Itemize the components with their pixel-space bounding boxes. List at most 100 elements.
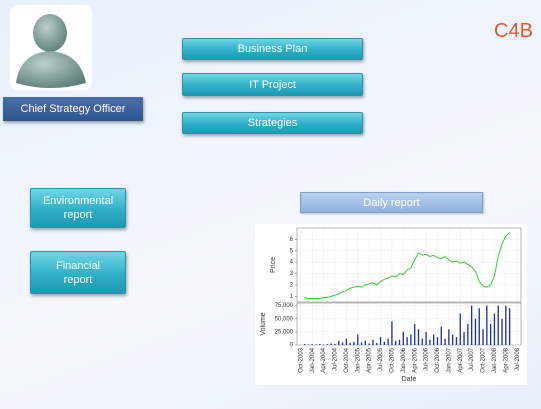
- x-tick-label: Oct-2003: [298, 347, 304, 372]
- y2-tick-label: 25,000: [275, 329, 294, 335]
- volume-bar: [505, 305, 507, 345]
- volume-bar: [364, 340, 367, 345]
- volume-bar: [334, 343, 336, 345]
- volume-bar: [410, 334, 412, 345]
- x-tick-label: Jan-2006: [401, 347, 407, 373]
- x-tick-label: Jul-2008: [515, 347, 521, 371]
- volume-bar: [307, 344, 310, 345]
- volume-bar: [440, 326, 442, 345]
- x-tick-label: Jul-2007: [469, 347, 475, 371]
- volume-bar: [451, 334, 454, 345]
- volume-bar: [444, 338, 446, 345]
- volume-bar: [319, 343, 321, 345]
- volume-bar: [501, 318, 503, 345]
- volume-bar: [311, 344, 313, 345]
- volume-bar: [486, 305, 488, 345]
- price-panel: [296, 227, 522, 303]
- x-tick-label: Apr-2004: [321, 347, 327, 372]
- volume-bar: [372, 339, 374, 345]
- volume-bar: [315, 344, 317, 345]
- volume-bar: [341, 342, 344, 345]
- x-tick-label: Oct-2007: [481, 347, 487, 372]
- volume-bar: [349, 342, 351, 345]
- volume-bar: [395, 340, 397, 345]
- y-tick-label: 5: [290, 248, 294, 254]
- x-tick-label: Oct-2006: [435, 347, 441, 372]
- volume-bar: [345, 338, 348, 345]
- volume-bar: [322, 344, 325, 345]
- role-label: Chief Strategy Officer: [3, 97, 143, 121]
- report-chart: Oct-2003 Jan-2004 Apr-2004 Jul-2004 Oct-2004…: [255, 224, 527, 385]
- y-tick-label: 1: [290, 294, 294, 300]
- x-tick-label: Jan-2007: [446, 347, 452, 373]
- x-tick-label: Jul-2006: [424, 347, 430, 371]
- volume-bar: [326, 344, 329, 345]
- volume-bar: [429, 339, 431, 345]
- volume-bar: [330, 343, 332, 345]
- y2-tick-label: 75,000: [275, 303, 294, 309]
- volume-bar: [508, 308, 511, 345]
- price-line: [304, 232, 510, 300]
- volume-bar: [482, 329, 484, 345]
- volume-bar: [387, 338, 389, 345]
- volume-bar: [414, 324, 416, 345]
- volume-bar: [433, 334, 435, 345]
- x-axis-label: Date: [402, 376, 417, 383]
- x-tick-label: Apr-2005: [367, 347, 373, 372]
- x-tick-label: Jan-2008: [492, 347, 498, 373]
- volume-bar: [383, 341, 385, 345]
- volume-bar: [489, 324, 492, 345]
- y-tick-label: 3: [290, 271, 294, 277]
- y2-axis-label: Volume: [260, 312, 267, 335]
- volume-bar: [425, 331, 427, 345]
- volume-bar: [463, 331, 465, 345]
- x-tick-label: Apr-2008: [503, 347, 509, 372]
- volume-bar: [421, 338, 423, 345]
- volume-bar: [406, 337, 408, 345]
- volume-bar: [357, 334, 359, 345]
- y-tick-label: 6: [290, 237, 294, 243]
- volume-bar: [353, 341, 355, 345]
- volume-bar: [493, 313, 496, 345]
- menu-button[interactable]: IT Project: [182, 73, 363, 96]
- volume-bar: [402, 331, 404, 345]
- x-tick-label: Jul-2005: [378, 347, 384, 371]
- y-axis-label: Price: [270, 257, 277, 273]
- volume-bar: [448, 329, 450, 345]
- volume-bar: [379, 337, 382, 345]
- y-tick-label: 2: [290, 283, 294, 289]
- y-tick-label: 4: [290, 260, 294, 266]
- y2-tick-label: 50,000: [275, 316, 294, 322]
- volume-bar: [436, 337, 439, 345]
- report-button[interactable]: Environmental report: [30, 188, 126, 228]
- volume-bar: [478, 308, 480, 345]
- volume-bar: [417, 329, 420, 345]
- x-tick-label: Apr-2007: [458, 347, 464, 372]
- volume-bar: [303, 343, 306, 345]
- volume-bar: [391, 321, 393, 345]
- report-button[interactable]: Financial report: [30, 251, 126, 294]
- y2-tick-label: 0: [290, 343, 294, 349]
- x-tick-label: Apr-2006: [412, 347, 418, 372]
- volume-bar: [459, 313, 461, 345]
- logo: C4B: [494, 20, 533, 42]
- avatar: [10, 5, 92, 90]
- volume-bar: [455, 337, 458, 345]
- daily-report-button[interactable]: Daily report: [300, 192, 483, 213]
- menu-button[interactable]: Business Plan: [182, 38, 363, 60]
- volume-bar: [368, 343, 370, 345]
- volume-bar: [398, 339, 401, 345]
- volume-bar: [474, 318, 477, 345]
- x-tick-label: Jul-2004: [333, 347, 339, 371]
- volume-bar: [467, 324, 469, 345]
- volume-bar: [470, 305, 473, 345]
- x-tick-label: Oct-2005: [389, 347, 395, 372]
- volume-bar: [376, 342, 378, 345]
- menu-button[interactable]: Strategies: [182, 112, 363, 134]
- volume-bar: [338, 340, 340, 345]
- x-tick-label: Jan-2004: [310, 347, 316, 373]
- volume-bar: [497, 305, 499, 345]
- volume-bar: [360, 342, 363, 345]
- x-tick-label: Oct-2004: [344, 347, 350, 372]
